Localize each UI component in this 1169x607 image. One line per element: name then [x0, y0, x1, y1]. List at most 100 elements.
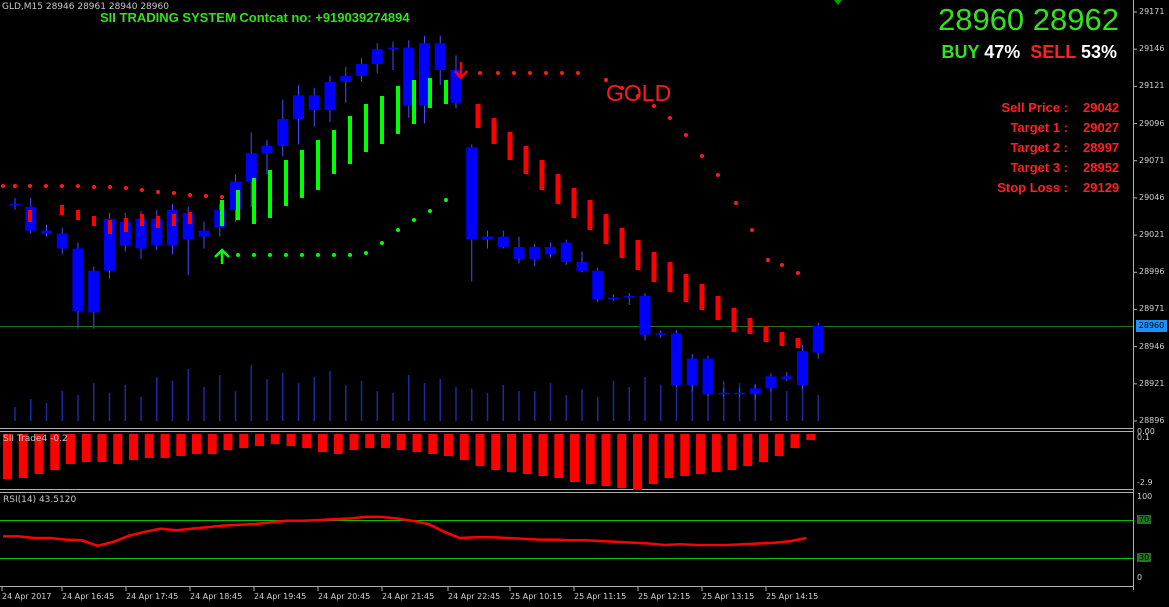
time-tick-label: 24 Apr 20:45: [318, 592, 371, 601]
candle: [513, 246, 525, 259]
signal-label: Target 1 :: [1010, 120, 1068, 135]
price-tick-label: 28996: [1139, 267, 1165, 277]
price-tick-label: 29121: [1139, 81, 1165, 91]
signal-value: 28952: [1083, 160, 1120, 175]
price-tick-label: 28921: [1139, 378, 1165, 388]
buy-trend-bar: [220, 200, 224, 226]
signal-value: 29129: [1083, 180, 1120, 195]
sell-trend-bar: [507, 132, 513, 160]
sell-trend-bar: [763, 326, 769, 342]
candle: [797, 351, 808, 386]
time-tick-label: 24 Apr 18:45: [190, 592, 243, 601]
sell-trend-bar: [156, 216, 160, 228]
candle: [450, 70, 462, 103]
sell-trend-bar: [731, 308, 737, 332]
time-tick-label: 25 Apr 14:15: [766, 592, 819, 601]
buy-trend-bar: [396, 86, 400, 134]
candle: [104, 218, 115, 271]
histogram-bar: [585, 434, 595, 484]
sell-trend-bar: [491, 118, 497, 144]
candle: [261, 145, 273, 154]
instrument-label: GOLD: [606, 80, 672, 106]
sar-dot-red: [716, 173, 720, 177]
time-tick-label: 24 Apr 16:45: [62, 592, 115, 601]
histogram-bar: [522, 434, 532, 474]
sell-trend-bar: [619, 228, 625, 258]
histogram-bar: [160, 434, 170, 458]
candle: [466, 147, 478, 240]
price-tick-label: 29171: [1139, 7, 1165, 16]
sar-dot-red: [604, 78, 608, 82]
candle: [198, 230, 210, 237]
candle: [72, 248, 84, 311]
histogram-bar: [144, 434, 154, 458]
candle: [671, 333, 682, 386]
candle: [41, 230, 52, 234]
candle: [371, 49, 383, 65]
volume-bars: [14, 365, 819, 421]
sell-trend-bar: [651, 252, 657, 282]
signal-value: 29042: [1083, 100, 1120, 115]
histogram-bar: [743, 434, 753, 466]
sar-dot-red: [766, 258, 770, 262]
indicator1-tick-label: 0.1: [1137, 433, 1150, 442]
candle: [734, 392, 745, 395]
candle: [686, 358, 698, 386]
time-tick-label: 25 Apr 13:15: [702, 592, 755, 601]
candle: [277, 119, 289, 146]
candle: [119, 221, 131, 246]
histogram-bar: [239, 434, 249, 448]
candle: [403, 47, 415, 106]
candle: [245, 153, 257, 182]
indicator1-tick-label: 0.00: [1137, 427, 1155, 436]
time-tick-label: 24 Apr 2017: [2, 592, 52, 601]
buy-trend-bar: [252, 178, 256, 224]
price-tick-label: 29146: [1139, 44, 1165, 54]
sar-dot-red: [60, 184, 64, 188]
sell-trend-bar: [124, 218, 128, 232]
histogram-bar: [459, 434, 469, 460]
sell-trend-bar: [555, 174, 561, 204]
candle: [230, 181, 241, 210]
sell-trend-bar: [108, 220, 112, 234]
sell-trend-bar: [699, 284, 705, 310]
histogram-bar: [129, 434, 138, 460]
histogram-bar: [554, 434, 564, 478]
candles: [9, 35, 824, 401]
sar-dot-red: [1, 184, 5, 188]
signal-label: Target 3 :: [1010, 160, 1068, 175]
price-tick-label: 29071: [1139, 155, 1165, 165]
current-price-tag: 28960: [1136, 320, 1167, 332]
sell-trend-bar: [172, 214, 176, 226]
sell-trend-bar: [188, 212, 192, 224]
time-tick-label: 24 Apr 19:45: [254, 592, 307, 601]
sar-dot-green: [316, 253, 320, 257]
histogram-bar: [664, 434, 674, 478]
sell-trend-bar: [92, 216, 96, 226]
histogram-bar: [3, 434, 12, 479]
histogram-bar: [538, 434, 548, 476]
sar-dot-red: [734, 201, 738, 205]
candle: [812, 325, 824, 353]
buy-arrow-icon: [214, 248, 230, 264]
sar-dot-red: [636, 94, 640, 98]
sar-dot-red: [124, 186, 128, 190]
sar-dot-red: [668, 116, 672, 120]
sell-trend-bar: [635, 240, 641, 270]
indicator1-tick-label: -2.9: [1137, 478, 1153, 487]
histogram-bar: [381, 434, 390, 448]
histogram-bar: [790, 434, 800, 448]
sell-trend-bar: [667, 262, 673, 292]
histogram-bar: [34, 434, 44, 474]
sar-dot-red: [652, 104, 656, 108]
buy-trend-bar: [316, 140, 320, 190]
histogram-bar: [255, 434, 264, 446]
candle: [702, 358, 714, 395]
signal-overlays: [1, 0, 842, 348]
histogram-bar: [444, 434, 453, 456]
sell-trend-bar: [76, 210, 80, 220]
buy-trend-bar: [268, 170, 272, 218]
histogram-bar: [507, 434, 516, 472]
sar-dot-green: [428, 209, 432, 213]
